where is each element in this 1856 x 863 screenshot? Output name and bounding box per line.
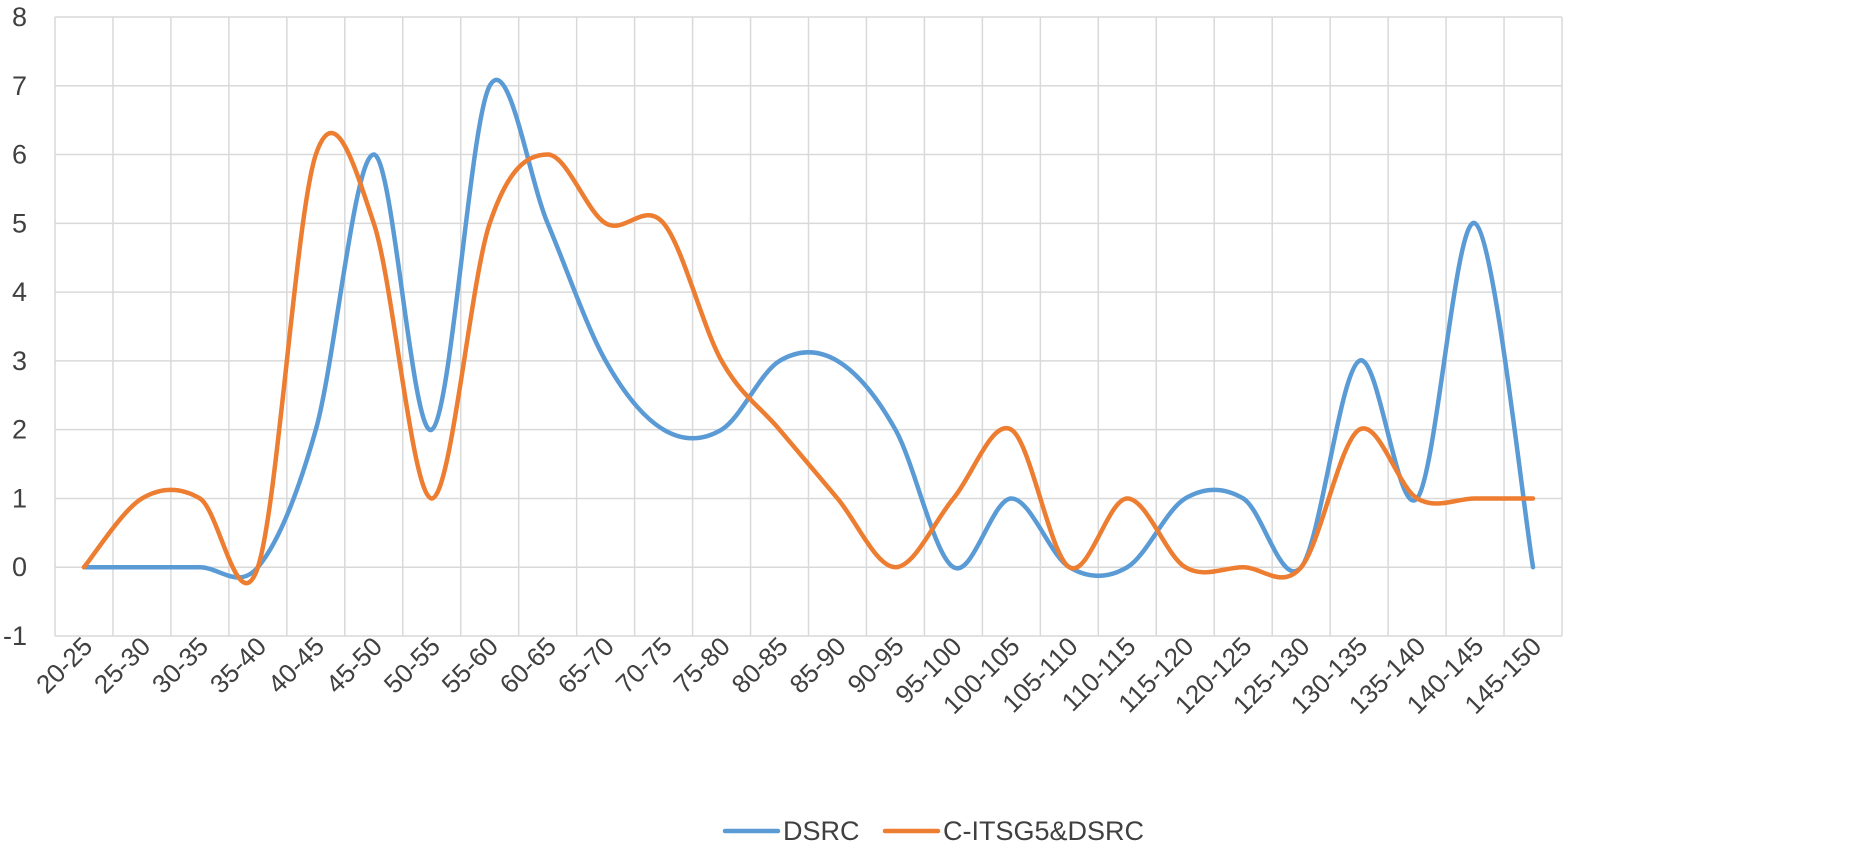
y-tick-label: 0: [12, 552, 27, 582]
grid-layer: [55, 17, 1562, 636]
x-tick-label: 80-85: [726, 631, 794, 699]
x-tick-label: 65-70: [552, 631, 620, 699]
y-tick-label: 6: [12, 140, 27, 170]
x-tick-label: 60-65: [494, 631, 562, 699]
y-tick-label: 5: [12, 208, 27, 238]
y-tick-label: -1: [3, 621, 27, 651]
x-tick-label: 85-90: [783, 631, 851, 699]
x-tick-label: 55-60: [436, 631, 504, 699]
y-tick-label: 3: [12, 346, 27, 376]
x-tick-label: 40-45: [262, 631, 330, 699]
legend-label-1: DSRC: [783, 816, 860, 846]
legend-label-2: C-ITSG5&DSRC: [943, 816, 1144, 846]
x-tick-label: 25-30: [88, 631, 156, 699]
x-axis-ticks: 20-2525-3030-3535-4040-4545-5050-5555-60…: [30, 631, 1547, 720]
x-tick-label: 35-40: [204, 631, 272, 699]
x-tick-label: 30-35: [146, 631, 214, 699]
y-tick-label: 4: [12, 277, 27, 307]
x-tick-label: 45-50: [320, 631, 388, 699]
y-tick-label: 2: [12, 415, 27, 445]
x-tick-label: 75-80: [668, 631, 736, 699]
legend: DSRC C-ITSG5&DSRC: [725, 816, 1144, 846]
y-tick-label: 8: [12, 2, 27, 32]
x-tick-label: 50-55: [378, 631, 446, 699]
x-tick-label: 70-75: [610, 631, 678, 699]
y-tick-label: 7: [12, 71, 27, 101]
y-tick-label: 1: [12, 483, 27, 513]
y-axis-ticks: -1 0 1 2 3 4 5 6 7 8: [3, 2, 27, 651]
x-tick-label: 20-25: [30, 631, 98, 699]
